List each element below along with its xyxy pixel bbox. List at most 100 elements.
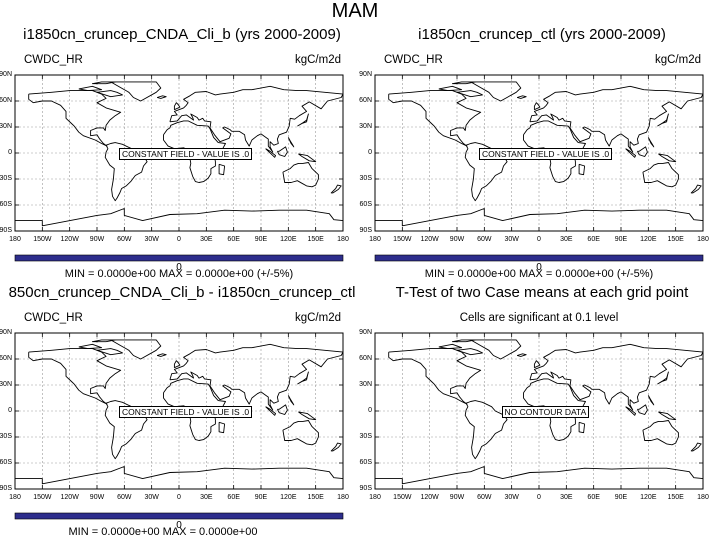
lon-tick-label: 120W [420,494,439,501]
map-gridlines [375,333,703,489]
lat-tick-label: 90N [0,329,12,336]
lon-tick-label: 120E [640,494,657,501]
colorbar [14,512,344,520]
colorbar-label: 0 [176,520,182,531]
lon-tick-label: 0 [177,236,181,243]
lat-tick-label: 30N [359,123,372,130]
figure-title: MAM [331,0,379,22]
lat-tick-label: 30N [359,381,372,388]
lat-tick-label: 30S [359,175,372,182]
variable-label: CWDC_HR [24,54,83,66]
lon-tick-label: 60E [227,494,240,501]
colorbar [374,254,704,262]
lat-tick-label: 60N [0,97,12,104]
lon-tick-label: 90E [254,494,268,501]
lon-tick-label: 120E [280,236,297,243]
lat-tick-label: 60S [0,459,12,466]
lon-tick-label: 90W [89,494,105,501]
lon-tick-label: 150W [393,494,412,501]
lat-tick-label: 30S [0,175,12,182]
colorbar-label: 0 [536,262,542,273]
lon-tick-label: 180 [369,494,381,501]
lon-tick-label: 60W [117,236,132,243]
map-panel-2 [374,74,704,262]
lon-tick-label: 0 [537,236,541,243]
lon-tick-label: 150E [667,236,684,243]
lat-tick-label: 0 [8,149,12,156]
lat-tick-label: 90S [0,227,12,234]
lon-tick-label: 180 [369,236,381,243]
lat-tick-label: 0 [8,407,12,414]
lat-tick-label: 90S [359,485,372,492]
lat-tick-label: 30S [359,433,372,440]
lon-tick-label: 120W [60,494,79,501]
lat-tick-label: 90S [0,485,12,492]
lon-tick-label: 120E [280,494,297,501]
lon-tick-label: 60W [477,494,492,501]
lat-tick-label: 30S [0,433,12,440]
colorbar [14,254,344,262]
lon-tick-label: 60W [117,494,132,501]
significance-label: Cells are significant at 0.1 level [459,312,619,324]
lon-tick-label: 30E [200,494,213,501]
lat-tick-label: 90N [359,71,372,78]
lon-tick-label: 150W [33,236,52,243]
lon-tick-label: 30E [560,236,573,243]
lat-tick-label: 30N [0,123,12,130]
variable-label: CWDC_HR [384,54,443,66]
lon-tick-label: 150W [33,494,52,501]
lat-tick-label: 60S [359,201,372,208]
lon-tick-label: 90W [449,236,465,243]
lon-tick-label: 180 [697,494,709,501]
lon-tick-label: 30W [144,494,159,501]
lon-tick-label: 90W [89,236,105,243]
min-max-label: MIN = 0.0000e+00 MAX = 0.0000e+00 (+/-5%… [424,268,654,280]
lat-tick-label: 90N [0,71,12,78]
lon-tick-label: 0 [537,494,541,501]
lon-tick-label: 60E [587,236,600,243]
field-info-box: CONSTANT FIELD - VALUE IS .0 [119,406,253,418]
lat-tick-label: 60S [359,459,372,466]
panel-title: 850cn_cruncep_CNDA_Cli_b - i1850cn_crunc… [8,284,356,301]
lat-tick-label: 60N [359,355,372,362]
lon-tick-label: 150E [307,236,324,243]
lon-tick-label: 180 [337,494,349,501]
lat-tick-label: 60N [0,355,12,362]
lon-tick-label: 60W [477,236,492,243]
lon-tick-label: 150E [667,494,684,501]
units-label: kgC/m2d [294,312,341,324]
lat-tick-label: 0 [368,407,372,414]
map-panel-4 [374,332,704,490]
field-info-box: CONSTANT FIELD - VALUE IS .0 [119,148,253,160]
field-info-box: CONSTANT FIELD - VALUE IS .0 [479,148,613,160]
lon-tick-label: 30W [144,236,159,243]
field-info-box: NO CONTOUR DATA [501,406,590,418]
panel-title: T-Test of two Case means at each grid po… [395,284,689,301]
lon-tick-label: 150W [393,236,412,243]
lon-tick-label: 150E [307,494,324,501]
lon-tick-label: 30W [504,494,519,501]
lon-tick-label: 90E [254,236,268,243]
lon-tick-label: 120E [640,236,657,243]
lat-tick-label: 90N [359,329,372,336]
lon-tick-label: 120W [60,236,79,243]
lon-tick-label: 180 [9,236,21,243]
variable-label: CWDC_HR [24,312,83,324]
panel-title: i1850cn_cruncep_CNDA_Cli_b (yrs 2000-200… [23,26,341,43]
units-label: kgC/m2d [294,54,341,66]
lon-tick-label: 60E [227,236,240,243]
lat-tick-label: 60N [359,97,372,104]
lon-tick-label: 90W [449,494,465,501]
lat-tick-label: 0 [368,149,372,156]
lon-tick-label: 60E [587,494,600,501]
lon-tick-label: 180 [697,236,709,243]
units-label: kgC/m2d [654,54,701,66]
lon-tick-label: 90E [614,236,628,243]
lon-tick-label: 30E [560,494,573,501]
lon-tick-label: 30E [200,236,213,243]
min-max-label: MIN = 0.0000e+00 MAX = 0.0000e+00 [68,526,258,538]
lat-tick-label: 30N [0,381,12,388]
lon-tick-label: 90E [614,494,628,501]
lon-tick-label: 120W [420,236,439,243]
